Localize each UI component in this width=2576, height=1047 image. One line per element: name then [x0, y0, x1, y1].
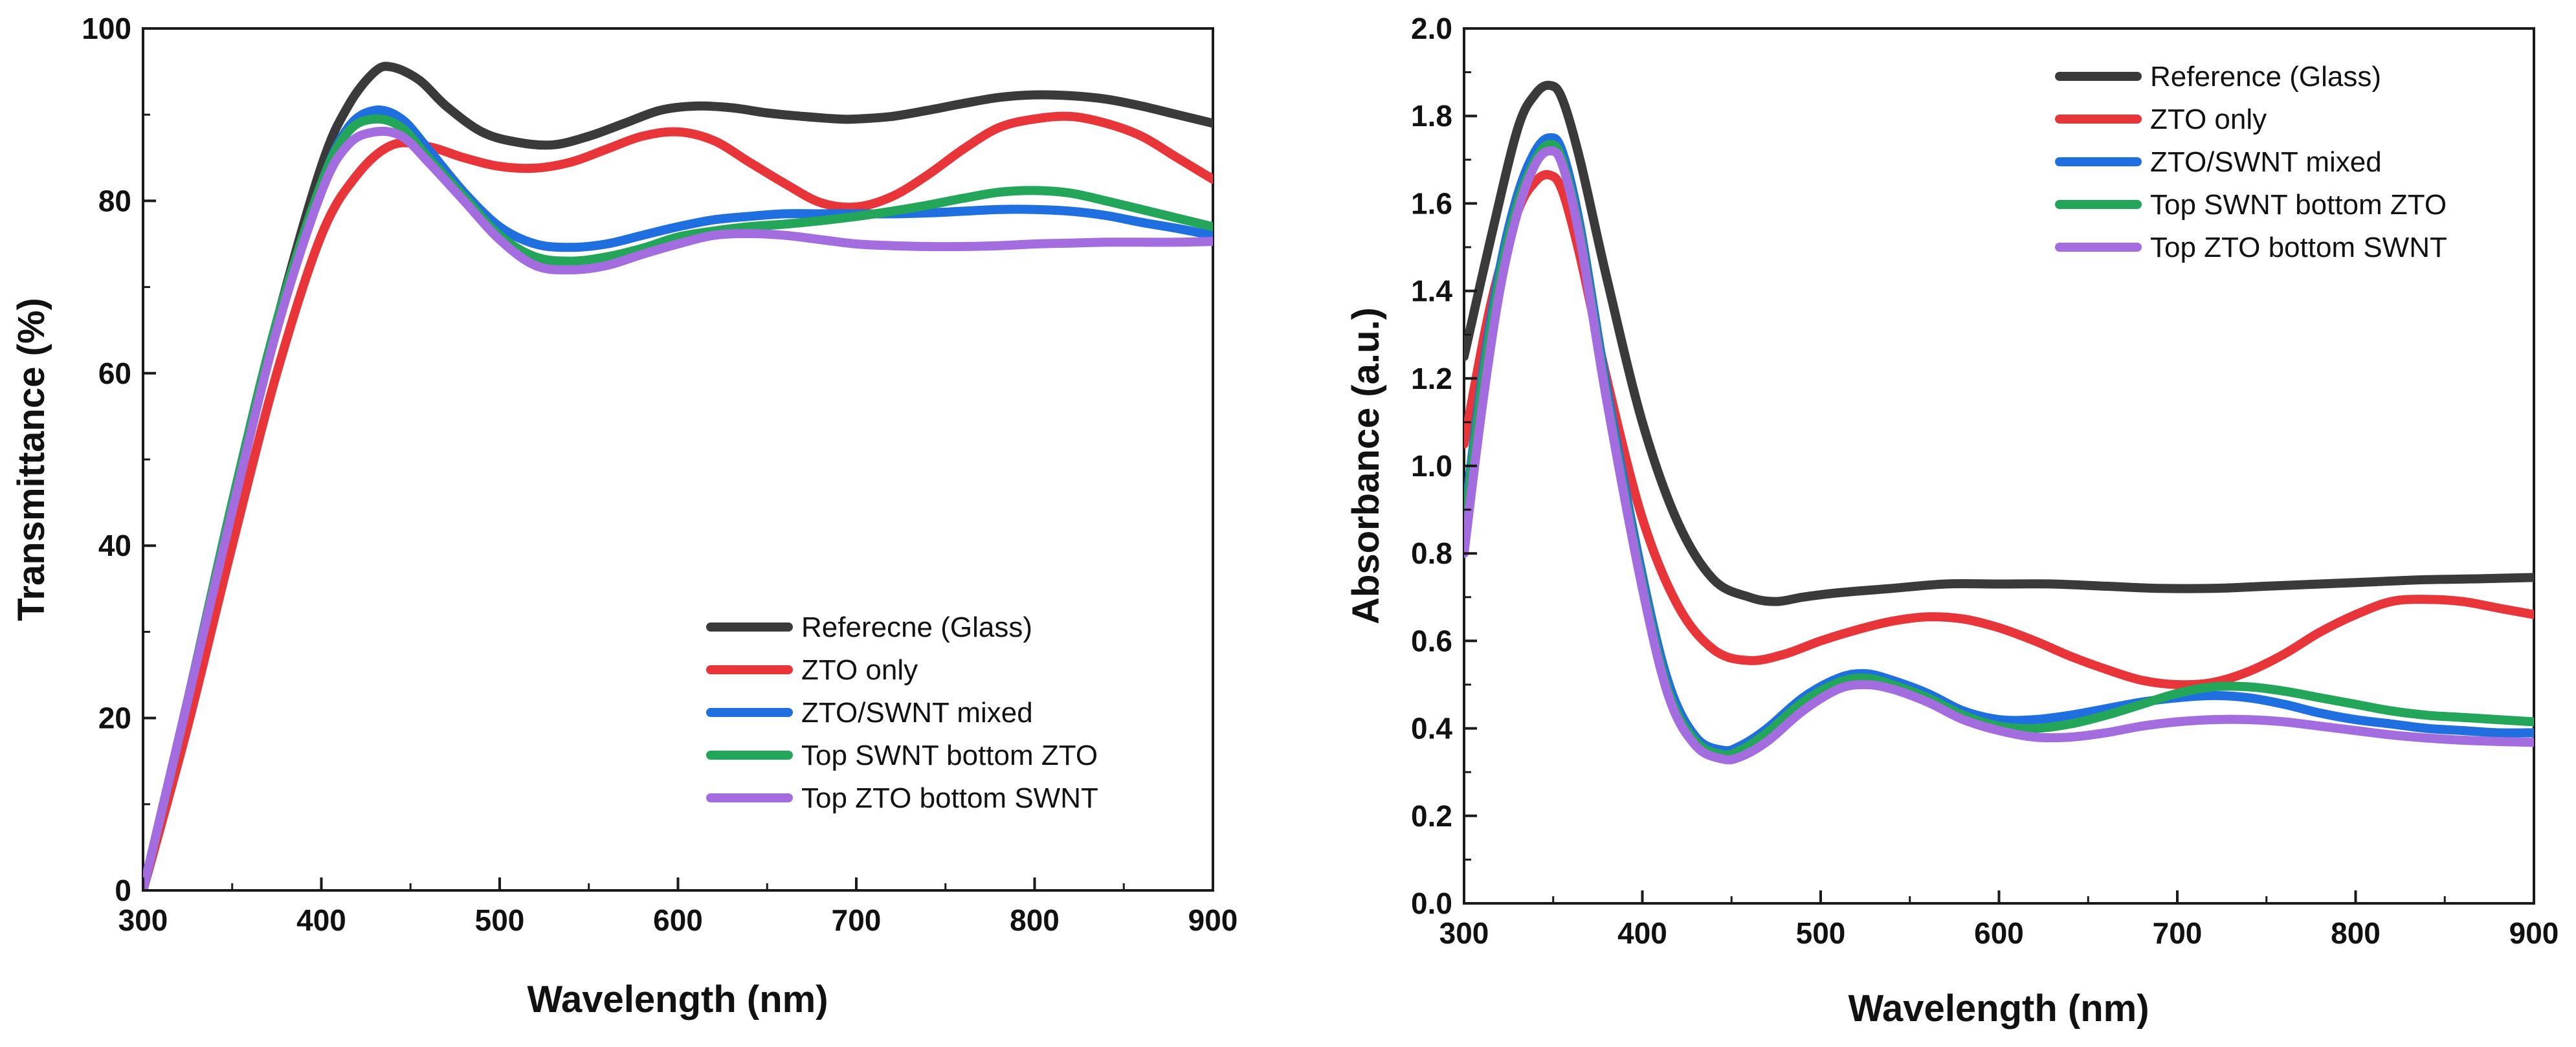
absorbance-x-tick-label-800: 800 [2331, 916, 2381, 950]
absorbance-y-tick-label-1-6: 1.6 [1411, 186, 1452, 220]
transmittance-series-top-zto-bottom-swnt [143, 126, 1213, 890]
transmittance-legend-label-zto-only: ZTO only [801, 654, 918, 686]
absorbance-ticks: 300 400 500 600 700 800 900 0.0 0.2 0.4 0.6 0.8 1.0 1… [1411, 12, 2559, 950]
absorbance-x-axis-title: Wavelength (nm) [1848, 987, 2149, 1030]
absorbance-x-tick-label-600: 600 [1974, 916, 2024, 950]
transmittance-x-axis-title: Wavelength (nm) [527, 978, 828, 1020]
absorbance-x-tick-label-900: 900 [2509, 916, 2559, 950]
absorbance-x-tick-label-500: 500 [1796, 916, 1846, 950]
transmittance-y-tick-label-60: 60 [98, 357, 131, 390]
absorbance-y-tick-label-1-8: 1.8 [1411, 99, 1452, 133]
absorbance-x-tick-label-700: 700 [2153, 916, 2203, 950]
absorbance-y-tick-label-0-4: 0.4 [1411, 712, 1452, 745]
transmittance-y-tick-label-100: 100 [82, 12, 131, 45]
absorbance-series-group [1464, 80, 2534, 765]
transmittance-legend-label-referecne-glass: Referecne (Glass) [801, 612, 1032, 643]
transmittance-y-tick-label-20: 20 [98, 701, 131, 735]
absorbance-y-tick-label-2-0: 2.0 [1411, 12, 1452, 45]
transmittance-chart: 300 400 500 600 700 800 900 0 20 40 60 80 100 Wavele… [10, 12, 1238, 1020]
absorbance-y-tick-label-0-6: 0.6 [1411, 624, 1452, 657]
absorbance-y-tick-label-0-0: 0.0 [1411, 887, 1452, 920]
absorbance-x-tick-label-300: 300 [1439, 916, 1489, 950]
transmittance-x-tick-label-300: 300 [118, 903, 168, 937]
transmittance-series-zto-only [143, 111, 1213, 890]
absorbance-y-tick-label-0-8: 0.8 [1411, 536, 1452, 570]
absorbance-legend-label-top-zto-bottom-swnt: Top ZTO bottom SWNT [2150, 232, 2447, 263]
transmittance-x-tick-label-700: 700 [832, 903, 882, 937]
transmittance-x-tick-label-500: 500 [475, 903, 525, 937]
transmittance-y-axis-title: Transmittance (%) [10, 298, 52, 621]
absorbance-legend-label-zto-swnt-mixed: ZTO/SWNT mixed [2150, 146, 2382, 178]
transmittance-y-tick-label-40: 40 [98, 529, 131, 562]
transmittance-x-tick-label-400: 400 [296, 903, 346, 937]
absorbance-legend-label-reference-glass: Reference (Glass) [2150, 61, 2381, 93]
transmittance-series-group [143, 61, 1213, 890]
absorbance-legend-label-zto-only: ZTO only [2150, 104, 2267, 135]
transmittance-legend-label-zto-swnt-mixed: ZTO/SWNT mixed [801, 697, 1033, 729]
absorbance-y-axis-title: Absorbance (a.u.) [1345, 307, 1387, 624]
absorbance-series-top-swnt-bottom-zto [1464, 140, 2534, 760]
absorbance-y-tick-label-1-2: 1.2 [1411, 362, 1452, 395]
transmittance-x-tick-label-600: 600 [653, 903, 703, 937]
absorbance-x-tick-label-400: 400 [1617, 916, 1667, 950]
absorbance-legend-label-top-swnt-bottom-zto: Top SWNT bottom ZTO [2150, 189, 2447, 221]
absorbance-series-reference-glass [1464, 80, 2534, 606]
transmittance-ticks: 300 400 500 600 700 800 900 0 20 40 60 80 100 [82, 12, 1238, 937]
absorbance-series-zto-only [1464, 170, 2534, 690]
absorbance-y-tick-label-0-2: 0.2 [1411, 799, 1452, 833]
absorbance-y-tick-label-1-4: 1.4 [1411, 274, 1452, 308]
transmittance-x-tick-label-800: 800 [1010, 903, 1060, 937]
absorbance-series-top-zto-bottom-swnt [1464, 146, 2534, 765]
transmittance-y-tick-label-80: 80 [98, 184, 131, 217]
absorbance-y-tick-label-1-0: 1.0 [1411, 449, 1452, 483]
absorbance-chart: 300 400 500 600 700 800 900 0.0 0.2 0.4 0.6 0.8 1.0 1… [1345, 12, 2559, 1030]
absorbance-legend: Reference (Glass) ZTO only ZTO/SWNT mixed T… [2055, 61, 2447, 263]
transmittance-legend-label-top-swnt-bottom-zto: Top SWNT bottom ZTO [801, 740, 1098, 771]
transmittance-legend: Referecne (Glass) ZTO only ZTO/SWNT mixed T… [706, 612, 1098, 814]
transmittance-legend-label-top-zto-bottom-swnt: Top ZTO bottom SWNT [801, 782, 1098, 814]
transmittance-x-tick-label-900: 900 [1188, 903, 1238, 937]
transmittance-y-tick-label-0: 0 [115, 874, 131, 907]
